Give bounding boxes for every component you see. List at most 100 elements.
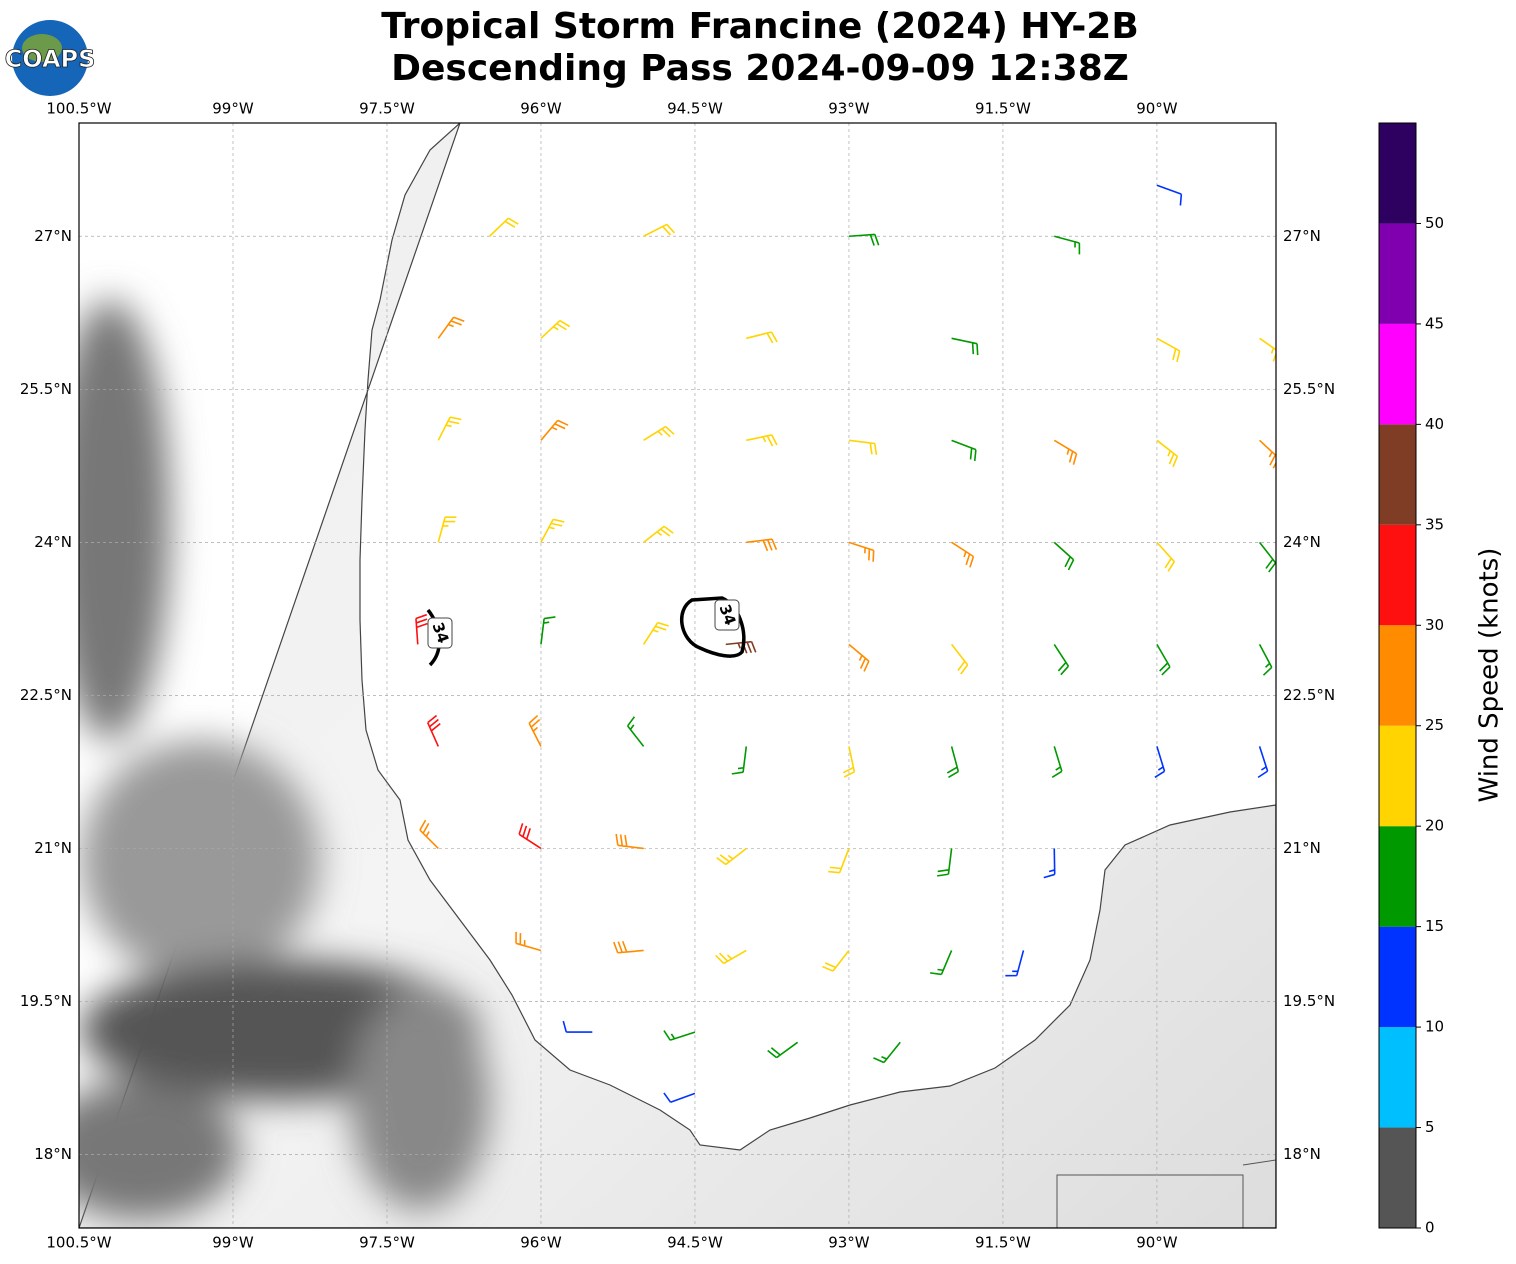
wind-barb <box>848 233 880 246</box>
wind-barb <box>426 714 441 747</box>
y-tick-label: 24°N <box>1283 533 1321 551</box>
wind-barb <box>489 217 519 237</box>
y-tick-label: 25.5°N <box>1283 380 1335 398</box>
wind-barb <box>528 714 542 747</box>
colorbar: 0 5 10 15 20 25 30 35 40 45 50 <box>1378 122 1444 1237</box>
wind-barb <box>540 518 565 543</box>
colorbar-segment <box>1379 926 1416 1028</box>
colorbar-tick-label: 40 <box>1425 415 1444 433</box>
wind-barb <box>562 1020 593 1033</box>
wind-barb <box>731 746 748 775</box>
wind-barb <box>437 416 462 441</box>
wind-barb <box>951 541 975 568</box>
wind-barb <box>848 439 878 455</box>
wind-barb <box>715 949 747 965</box>
y-tick-label: 21°N <box>34 839 72 857</box>
wind-barb <box>1156 541 1175 572</box>
wind-barb <box>937 848 953 877</box>
wind-barb <box>842 746 856 778</box>
y-tick-label: 22.5°N <box>1283 686 1335 704</box>
wind-barb <box>615 833 644 850</box>
wind-barb <box>725 640 757 654</box>
wind-barb <box>515 931 542 952</box>
colorbar-segment <box>1379 524 1416 626</box>
wind-barb <box>419 819 439 850</box>
x-tick-label: 100.5°W <box>46 100 111 118</box>
wind-barb <box>822 949 850 972</box>
contour-label-box <box>714 599 740 631</box>
wind-barb <box>848 643 870 672</box>
wind-barb <box>1156 643 1171 676</box>
wind-barb <box>1156 184 1183 206</box>
colorbar-segment <box>1379 323 1416 425</box>
wind-barb <box>643 525 674 543</box>
map-frame <box>78 122 1277 1229</box>
x-tick-label: 90°W <box>1136 1234 1178 1252</box>
wind-barb <box>643 425 675 441</box>
wind-barb <box>540 319 571 339</box>
wind-barb <box>1005 950 1025 977</box>
y-tick-label: 19.5°N <box>1283 992 1335 1010</box>
wind-barb <box>951 337 979 356</box>
x-tick-label: 96°W <box>520 1234 562 1252</box>
x-tick-label: 93°W <box>828 1234 870 1252</box>
colorbar-tick-label: 35 <box>1425 515 1444 533</box>
logo-text: COAPS <box>5 45 96 73</box>
x-tick-label: 91.5°W <box>975 1234 1031 1252</box>
x-tick-label: 94.5°W <box>667 100 723 118</box>
y-tick-label: 19.5°N <box>20 992 72 1010</box>
wind-barb <box>1258 644 1273 676</box>
contour: 34 34 <box>426 596 746 667</box>
wind-barb <box>663 1092 696 1103</box>
border <box>1056 1159 1276 1228</box>
y-tick-label: 18°N <box>1283 1145 1321 1163</box>
colorbar-label: Wind Speed (knots) <box>1475 548 1505 803</box>
wind-barb <box>1259 337 1276 362</box>
basemap <box>79 123 1276 1228</box>
x-tick-label: 94.5°W <box>667 1234 723 1252</box>
terrain <box>79 300 490 1220</box>
wind-barb <box>1053 643 1070 676</box>
colorbar-tick-label: 0 <box>1425 1219 1435 1237</box>
x-tick-label: 90°W <box>1136 100 1178 118</box>
wind-barb <box>1053 439 1078 465</box>
y-tick-label: 27°N <box>34 227 72 245</box>
y-tick-label: 24°N <box>34 533 72 551</box>
wind-barb <box>1258 541 1276 573</box>
wind-barb <box>643 223 676 237</box>
wind-barb <box>1053 541 1075 571</box>
colorbar-tick-label: 30 <box>1425 616 1444 634</box>
wind-barb <box>1156 439 1179 468</box>
wind-barb <box>930 950 953 976</box>
logo: COAPS <box>4 20 96 96</box>
chart-subtitle: Descending Pass 2024-09-09 12:38Z <box>391 48 1129 89</box>
wind-barb <box>951 439 977 462</box>
colorbar-tick-label: 10 <box>1425 1018 1444 1036</box>
wind-barb <box>613 940 644 954</box>
wind-barb <box>1051 746 1063 779</box>
wind-barb <box>1257 746 1269 779</box>
wind-barb <box>1054 235 1081 255</box>
colorbar-tick-label: 15 <box>1425 917 1444 935</box>
colorbar-tick-label: 45 <box>1425 314 1444 332</box>
y-tick-label: 25.5°N <box>20 380 72 398</box>
colorbar-tick-label: 20 <box>1425 817 1444 835</box>
wind-barb <box>828 848 850 874</box>
x-tick-label: 99°W <box>212 1234 254 1252</box>
colorbar-segment <box>1379 1127 1416 1228</box>
colorbar-tick-label: 5 <box>1425 1118 1435 1136</box>
wind-barb <box>746 434 778 447</box>
wind-barb <box>437 316 465 339</box>
colorbar-segment <box>1379 826 1416 927</box>
wind-barb <box>437 516 457 543</box>
wind-barb <box>746 331 778 344</box>
y-tick-label: 21°N <box>1283 839 1321 857</box>
colorbar-segment <box>1379 424 1416 525</box>
wind-barb <box>626 716 645 747</box>
wind-barb <box>1154 746 1166 779</box>
colorbar-tick-label: 50 <box>1425 214 1444 232</box>
y-tick-label: 27°N <box>1283 227 1321 245</box>
wind-barb <box>540 616 556 645</box>
colorbar-segment <box>1379 1027 1416 1128</box>
wind-barb <box>767 1041 799 1059</box>
